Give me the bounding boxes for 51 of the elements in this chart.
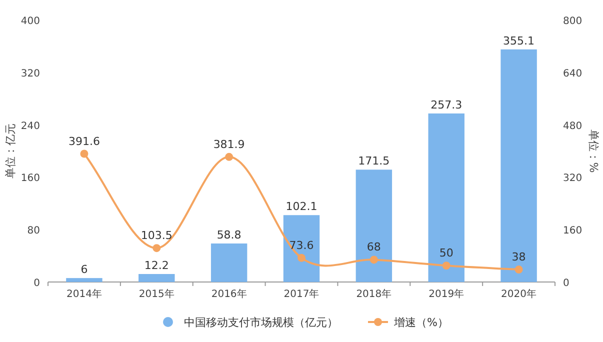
x-tick-label: 2019年 <box>428 288 464 300</box>
data-label: 73.6 <box>289 238 314 252</box>
data-label: 58.8 <box>216 228 242 242</box>
bar <box>356 170 392 282</box>
data-label: 355.1 <box>503 34 535 48</box>
data-label: 257.3 <box>430 98 462 112</box>
point <box>370 256 378 264</box>
bar <box>428 113 464 282</box>
y2-tick-label: 320 <box>563 173 582 184</box>
bar <box>66 278 102 282</box>
data-label: 38 <box>512 250 526 264</box>
bar <box>283 215 320 282</box>
point <box>514 266 523 274</box>
point <box>225 152 234 161</box>
y2-axis-title: 单位：% <box>587 129 600 173</box>
data-label: 68 <box>366 240 381 254</box>
data-label: 171.5 <box>358 154 390 168</box>
y-tick-label: 80 <box>27 226 40 237</box>
data-label: 50 <box>439 246 454 260</box>
y-tick-label: 0 <box>34 278 40 289</box>
y-tick-label: 320 <box>20 68 40 80</box>
bar <box>210 243 248 282</box>
y2-tick-label: 480 <box>563 120 582 132</box>
x-tick-label: 2020年 <box>501 288 537 300</box>
y-tick-label: 400 <box>20 16 40 27</box>
bar <box>138 274 175 282</box>
point <box>152 244 161 252</box>
y2-tick-label: 800 <box>563 16 582 27</box>
point <box>298 254 306 262</box>
data-label: 6 <box>80 263 88 276</box>
y2-tick-label: 160 <box>563 226 582 237</box>
y-tick-label: 240 <box>20 120 40 132</box>
x-tick-label: 2016年 <box>211 288 247 300</box>
data-label: 12.2 <box>144 259 169 272</box>
x-tick-label: 2017年 <box>284 288 320 300</box>
point <box>442 262 450 270</box>
point <box>80 150 88 158</box>
y2-tick-label: 640 <box>563 68 582 80</box>
y2-tick-label: 0 <box>563 278 570 289</box>
legend-label: 中国移动支付市场规模（亿元） <box>184 316 338 329</box>
data-label: 391.6 <box>68 134 100 148</box>
data-label: 102.1 <box>286 200 318 214</box>
data-label: 103.5 <box>140 229 172 242</box>
legend-label: 增速（%） <box>393 316 448 329</box>
x-tick-label: 2018年 <box>356 288 392 300</box>
y-axis-title: 单位：亿元 <box>4 124 17 178</box>
x-tick-label: 2015年 <box>138 288 174 300</box>
x-tick-label: 2014年 <box>66 288 102 300</box>
data-label: 381.9 <box>213 138 245 151</box>
y-tick-label: 160 <box>20 173 40 184</box>
bar <box>500 49 537 282</box>
